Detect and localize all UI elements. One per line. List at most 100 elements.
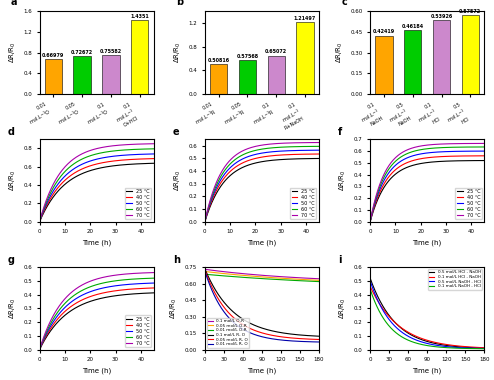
Line: 0.1 mol/L O-R: 0.1 mol/L O-R bbox=[205, 269, 319, 279]
Line: 0.5 mol/L NaOH - HCl: 0.5 mol/L NaOH - HCl bbox=[370, 281, 484, 348]
0.1 mol/L NaOH - HCl bbox=[421, 343, 427, 347]
0.05 mol/L R- O bbox=[313, 337, 319, 342]
0.1 mol/L NaOH - HCl bbox=[429, 344, 435, 348]
0.05 mol/L O-R bbox=[316, 278, 322, 283]
Bar bbox=[375, 36, 393, 94]
Line: 0.5 mol/L HCl - NaOH: 0.5 mol/L HCl - NaOH bbox=[370, 278, 484, 348]
X-axis label: Time (h): Time (h) bbox=[412, 368, 442, 374]
Line: 0.01 mol/L R- O: 0.01 mol/L R- O bbox=[205, 271, 319, 342]
Bar bbox=[239, 60, 256, 94]
0.5 mol/L HCl - NaOH bbox=[367, 276, 373, 280]
0.1 mol/L O-R bbox=[316, 277, 322, 281]
0.5 mol/L NaOH - HCl bbox=[421, 340, 427, 345]
0.05 mol/L R- O bbox=[202, 268, 208, 272]
0.1 mol/L HCl - NaOH bbox=[429, 339, 435, 344]
Bar bbox=[102, 55, 120, 94]
Y-axis label: $\Delta$R/R$_0$: $\Delta$R/R$_0$ bbox=[334, 42, 345, 63]
0.1 mol/L HCl - NaOH bbox=[481, 345, 487, 350]
0.05 mol/L R- O bbox=[257, 330, 263, 334]
0.1 mol/L R- O bbox=[202, 266, 208, 271]
Legend: 25 °C, 40 °C, 50 °C, 60 °C, 70 °C: 25 °C, 40 °C, 50 °C, 60 °C, 70 °C bbox=[455, 187, 482, 219]
0.5 mol/L HCl - NaOH bbox=[460, 345, 466, 350]
Legend: 25 °C, 40 °C, 50 °C, 60 °C, 70 °C: 25 °C, 40 °C, 50 °C, 60 °C, 70 °C bbox=[290, 187, 316, 219]
0.5 mol/L HCl - NaOH bbox=[421, 338, 427, 343]
Legend: 0.5 mol/L HCl - NaOH, 0.1 mol/L HCl - NaOH, 0.5 mol/L NaOH - HCl, 0.1 mol/L NaOH: 0.5 mol/L HCl - NaOH, 0.1 mol/L HCl - Na… bbox=[428, 269, 482, 290]
0.1 mol/L O-R bbox=[313, 276, 319, 281]
0.5 mol/L NaOH - HCl bbox=[435, 343, 441, 348]
Line: 0.05 mol/L O-R: 0.05 mol/L O-R bbox=[205, 272, 319, 280]
Y-axis label: $\Delta$R/R$_0$: $\Delta$R/R$_0$ bbox=[173, 42, 183, 63]
0.1 mol/L R- O bbox=[256, 325, 262, 329]
Text: 0.57572: 0.57572 bbox=[459, 9, 481, 14]
Text: g: g bbox=[7, 255, 15, 265]
0.5 mol/L NaOH - HCl bbox=[429, 342, 435, 347]
Bar bbox=[44, 59, 62, 94]
Y-axis label: $\Delta$R/R$_0$: $\Delta$R/R$_0$ bbox=[169, 298, 179, 319]
0.01 mol/L O-R bbox=[295, 279, 301, 283]
0.01 mol/L O-R bbox=[316, 279, 322, 284]
X-axis label: Time (h): Time (h) bbox=[82, 240, 111, 247]
X-axis label: Time (h): Time (h) bbox=[247, 368, 277, 374]
0.1 mol/L NaOH - HCl bbox=[422, 343, 428, 347]
0.05 mol/L O-R bbox=[202, 269, 208, 274]
Line: 0.1 mol/L HCl - NaOH: 0.1 mol/L HCl - NaOH bbox=[370, 287, 484, 348]
0.1 mol/L R- O bbox=[270, 329, 276, 333]
0.01 mol/L O-R bbox=[313, 279, 319, 284]
0.1 mol/L R- O bbox=[263, 327, 269, 332]
0.01 mol/L R- O bbox=[295, 339, 301, 344]
0.01 mol/L R- O bbox=[270, 337, 276, 341]
Y-axis label: $\Delta$R/R$_0$: $\Delta$R/R$_0$ bbox=[338, 169, 348, 192]
Bar bbox=[433, 20, 450, 94]
0.01 mol/L O-R bbox=[270, 277, 276, 282]
0.1 mol/L HCl - NaOH bbox=[422, 337, 428, 342]
Legend: 0.1 mol/L O-R, 0.05 mol/L O-R, 0.01 mol/L O-R, 0.1 mol/L R- O, 0.05 mol/L R- O, : 0.1 mol/L O-R, 0.05 mol/L O-R, 0.01 mol/… bbox=[207, 318, 249, 348]
Text: 0.72672: 0.72672 bbox=[71, 51, 93, 55]
Text: 0.66979: 0.66979 bbox=[42, 53, 65, 58]
0.05 mol/L R- O bbox=[263, 332, 269, 336]
0.1 mol/L R- O bbox=[295, 332, 301, 337]
X-axis label: Time (h): Time (h) bbox=[247, 240, 277, 247]
0.1 mol/L R- O bbox=[316, 334, 322, 339]
Text: e: e bbox=[173, 127, 179, 137]
0.01 mol/L R- O bbox=[316, 340, 322, 344]
Bar bbox=[131, 20, 148, 94]
Legend: 25 °C, 40 °C, 50 °C, 60 °C, 70 °C: 25 °C, 40 °C, 50 °C, 60 °C, 70 °C bbox=[125, 187, 151, 219]
Text: 0.46184: 0.46184 bbox=[402, 24, 424, 29]
0.01 mol/L O-R bbox=[256, 276, 262, 281]
0.5 mol/L NaOH - HCl bbox=[460, 345, 466, 350]
0.5 mol/L NaOH - HCl bbox=[422, 340, 428, 345]
0.1 mol/L O-R bbox=[202, 267, 208, 272]
Text: 0.42419: 0.42419 bbox=[373, 30, 395, 35]
0.01 mol/L R- O bbox=[202, 269, 208, 273]
Text: i: i bbox=[338, 255, 342, 265]
0.01 mol/L O-R bbox=[202, 272, 208, 277]
0.1 mol/L R- O bbox=[313, 334, 319, 338]
Bar bbox=[404, 30, 421, 94]
0.1 mol/L O-R bbox=[263, 273, 269, 278]
0.1 mol/L O-R bbox=[270, 274, 276, 279]
0.5 mol/L NaOH - HCl bbox=[478, 346, 484, 351]
0.01 mol/L O-R bbox=[263, 277, 269, 281]
0.1 mol/L O-R bbox=[295, 276, 301, 280]
Text: 0.57568: 0.57568 bbox=[236, 54, 258, 59]
X-axis label: Time (h): Time (h) bbox=[412, 240, 442, 247]
0.1 mol/L NaOH - HCl bbox=[460, 346, 466, 351]
Line: 0.05 mol/L R- O: 0.05 mol/L R- O bbox=[205, 270, 319, 339]
Text: 1.21497: 1.21497 bbox=[294, 16, 316, 21]
0.01 mol/L R- O bbox=[313, 340, 319, 344]
0.05 mol/L R- O bbox=[270, 333, 276, 338]
0.05 mol/L R- O bbox=[256, 330, 262, 334]
0.05 mol/L O-R bbox=[257, 274, 263, 279]
0.05 mol/L O-R bbox=[313, 278, 319, 282]
0.1 mol/L HCl - NaOH bbox=[478, 345, 484, 350]
0.1 mol/L NaOH - HCl bbox=[481, 347, 487, 351]
0.1 mol/L HCl - NaOH bbox=[367, 284, 373, 289]
0.5 mol/L NaOH - HCl bbox=[481, 346, 487, 351]
Bar bbox=[462, 15, 479, 94]
Text: a: a bbox=[11, 0, 17, 7]
0.05 mol/L O-R bbox=[270, 276, 276, 280]
Text: 0.75582: 0.75582 bbox=[100, 49, 122, 54]
Legend: 25 °C, 40 °C, 50 °C, 60 °C, 70 °C: 25 °C, 40 °C, 50 °C, 60 °C, 70 °C bbox=[125, 315, 151, 347]
0.05 mol/L R- O bbox=[295, 336, 301, 341]
Text: c: c bbox=[342, 0, 347, 7]
